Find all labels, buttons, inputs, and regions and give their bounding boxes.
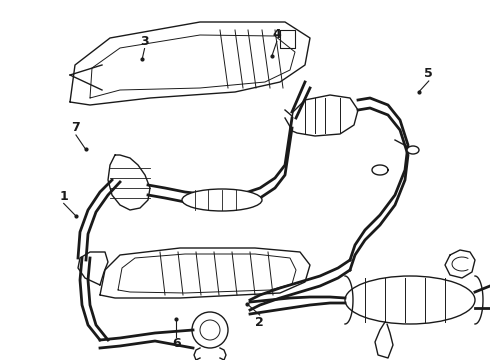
Polygon shape — [108, 155, 150, 210]
Circle shape — [192, 312, 228, 348]
Text: 3: 3 — [140, 35, 149, 48]
Ellipse shape — [182, 189, 262, 211]
Text: 6: 6 — [172, 337, 181, 350]
Polygon shape — [100, 248, 310, 298]
Text: 4: 4 — [272, 28, 281, 41]
Text: 2: 2 — [255, 316, 264, 329]
Circle shape — [200, 320, 220, 340]
Text: 5: 5 — [424, 67, 433, 80]
Polygon shape — [290, 95, 358, 136]
Ellipse shape — [407, 146, 419, 154]
Polygon shape — [375, 322, 393, 358]
Polygon shape — [78, 252, 108, 285]
Text: 1: 1 — [59, 190, 68, 203]
Polygon shape — [280, 30, 295, 48]
Ellipse shape — [345, 276, 475, 324]
Polygon shape — [445, 250, 475, 278]
Text: 7: 7 — [72, 121, 80, 134]
Polygon shape — [70, 22, 310, 105]
